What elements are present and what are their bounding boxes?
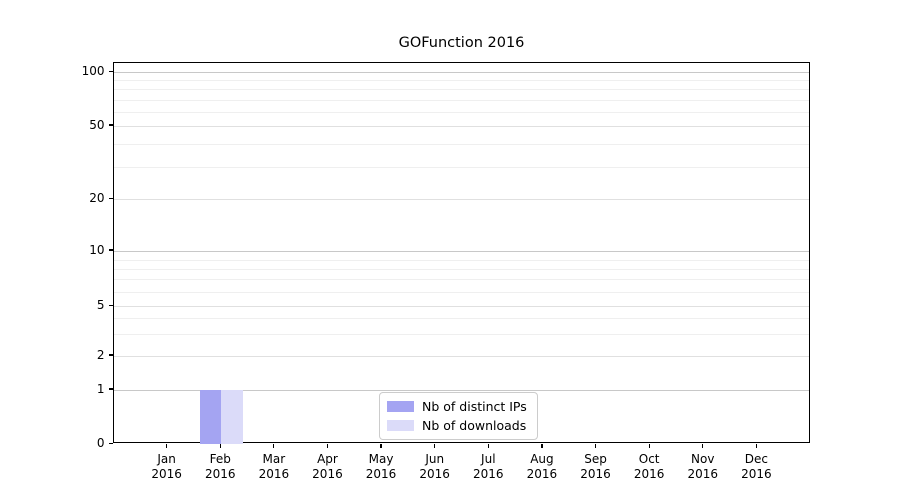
xtick-label-sep: Sep 2016 (580, 452, 611, 481)
bar-nb-of-downloads-feb (221, 389, 243, 444)
ytick-label-10: 10 (89, 242, 105, 257)
gridline-1 (114, 389, 809, 391)
gridline-minor-9 (114, 259, 809, 261)
xtick-label-dec: Dec 2016 (741, 452, 772, 481)
xtick-mark-jul (487, 444, 489, 448)
ytick-label-1: 1 (96, 381, 105, 396)
plot-area: Nb of distinct IPs Nb of downloads (113, 62, 810, 444)
xtick-label-aug: Aug 2016 (526, 452, 558, 481)
gridline-20 (114, 199, 809, 201)
xtick-label-oct: Oct 2016 (633, 452, 665, 481)
xtick-mark-nov (702, 444, 704, 448)
xtick-mark-jan (166, 444, 168, 448)
gridline-minor-7 (114, 279, 809, 281)
ytick-label-50: 50 (89, 117, 105, 132)
legend-label-downloads: Nb of downloads (422, 418, 527, 433)
ytick-label-20: 20 (89, 191, 105, 206)
gridline-minor-40 (114, 143, 809, 145)
xtick-label-jan: Jan 2016 (151, 452, 182, 481)
gridline-minor-6 (114, 291, 809, 293)
ytick-mark-1 (108, 388, 113, 390)
gridline-minor-80 (114, 89, 809, 91)
legend: Nb of distinct IPs Nb of downloads (379, 392, 538, 440)
xtick-label-apr: Apr 2016 (312, 452, 343, 481)
legend-item-distinct-ips: Nb of distinct IPs (387, 399, 527, 414)
gridline-5 (114, 306, 809, 308)
legend-item-downloads: Nb of downloads (387, 418, 527, 433)
xtick-label-jul: Jul 2016 (473, 452, 504, 481)
ytick-mark-0 (108, 442, 113, 444)
xtick-mark-sep (594, 444, 597, 448)
ytick-mark-100 (108, 70, 113, 72)
xtick-label-feb: Feb 2016 (204, 452, 236, 481)
ytick-mark-10 (108, 249, 113, 251)
xtick-mark-jun (434, 444, 436, 448)
legend-label-distinct-ips: Nb of distinct IPs (422, 399, 527, 414)
legend-swatch-downloads (387, 420, 414, 431)
gridline-minor-4 (114, 318, 809, 320)
gridline-10 (114, 250, 809, 252)
xtick-mark-oct (648, 444, 650, 448)
xtick-mark-apr (326, 444, 329, 448)
ytick-label-0: 0 (96, 436, 105, 450)
gridline-minor-90 (114, 80, 809, 82)
gridline-minor-8 (114, 268, 809, 270)
gridline-2 (114, 355, 809, 357)
xtick-label-nov: Nov 2016 (687, 452, 719, 481)
ytick-mark-2 (108, 354, 113, 356)
xtick-mark-dec (755, 444, 757, 448)
ytick-label-5: 5 (96, 298, 105, 313)
xtick-mark-may (380, 444, 382, 448)
ytick-label-100: 100 (81, 64, 105, 79)
gridline-minor-60 (114, 111, 809, 113)
gridline-minor-3 (114, 333, 809, 335)
chart-title: GOFunction 2016 (398, 35, 525, 51)
bar-nb-of-distinct-ips-feb (199, 389, 222, 444)
xtick-mark-feb (219, 444, 221, 448)
ytick-mark-20 (108, 197, 113, 199)
xtick-label-mar: Mar 2016 (258, 452, 290, 481)
gridline-100 (114, 72, 809, 74)
legend-swatch-distinct-ips (387, 401, 414, 412)
xtick-mark-mar (273, 444, 275, 448)
ytick-label-2: 2 (96, 347, 105, 362)
ytick-mark-5 (108, 304, 113, 306)
xtick-label-may: May 2016 (365, 452, 397, 481)
xtick-label-jun: Jun 2016 (419, 452, 450, 481)
xtick-mark-aug (541, 444, 543, 448)
gridline-minor-70 (114, 99, 809, 101)
gridline-50 (114, 125, 809, 127)
gridline-minor-30 (114, 166, 809, 168)
ytick-mark-50 (108, 124, 113, 126)
